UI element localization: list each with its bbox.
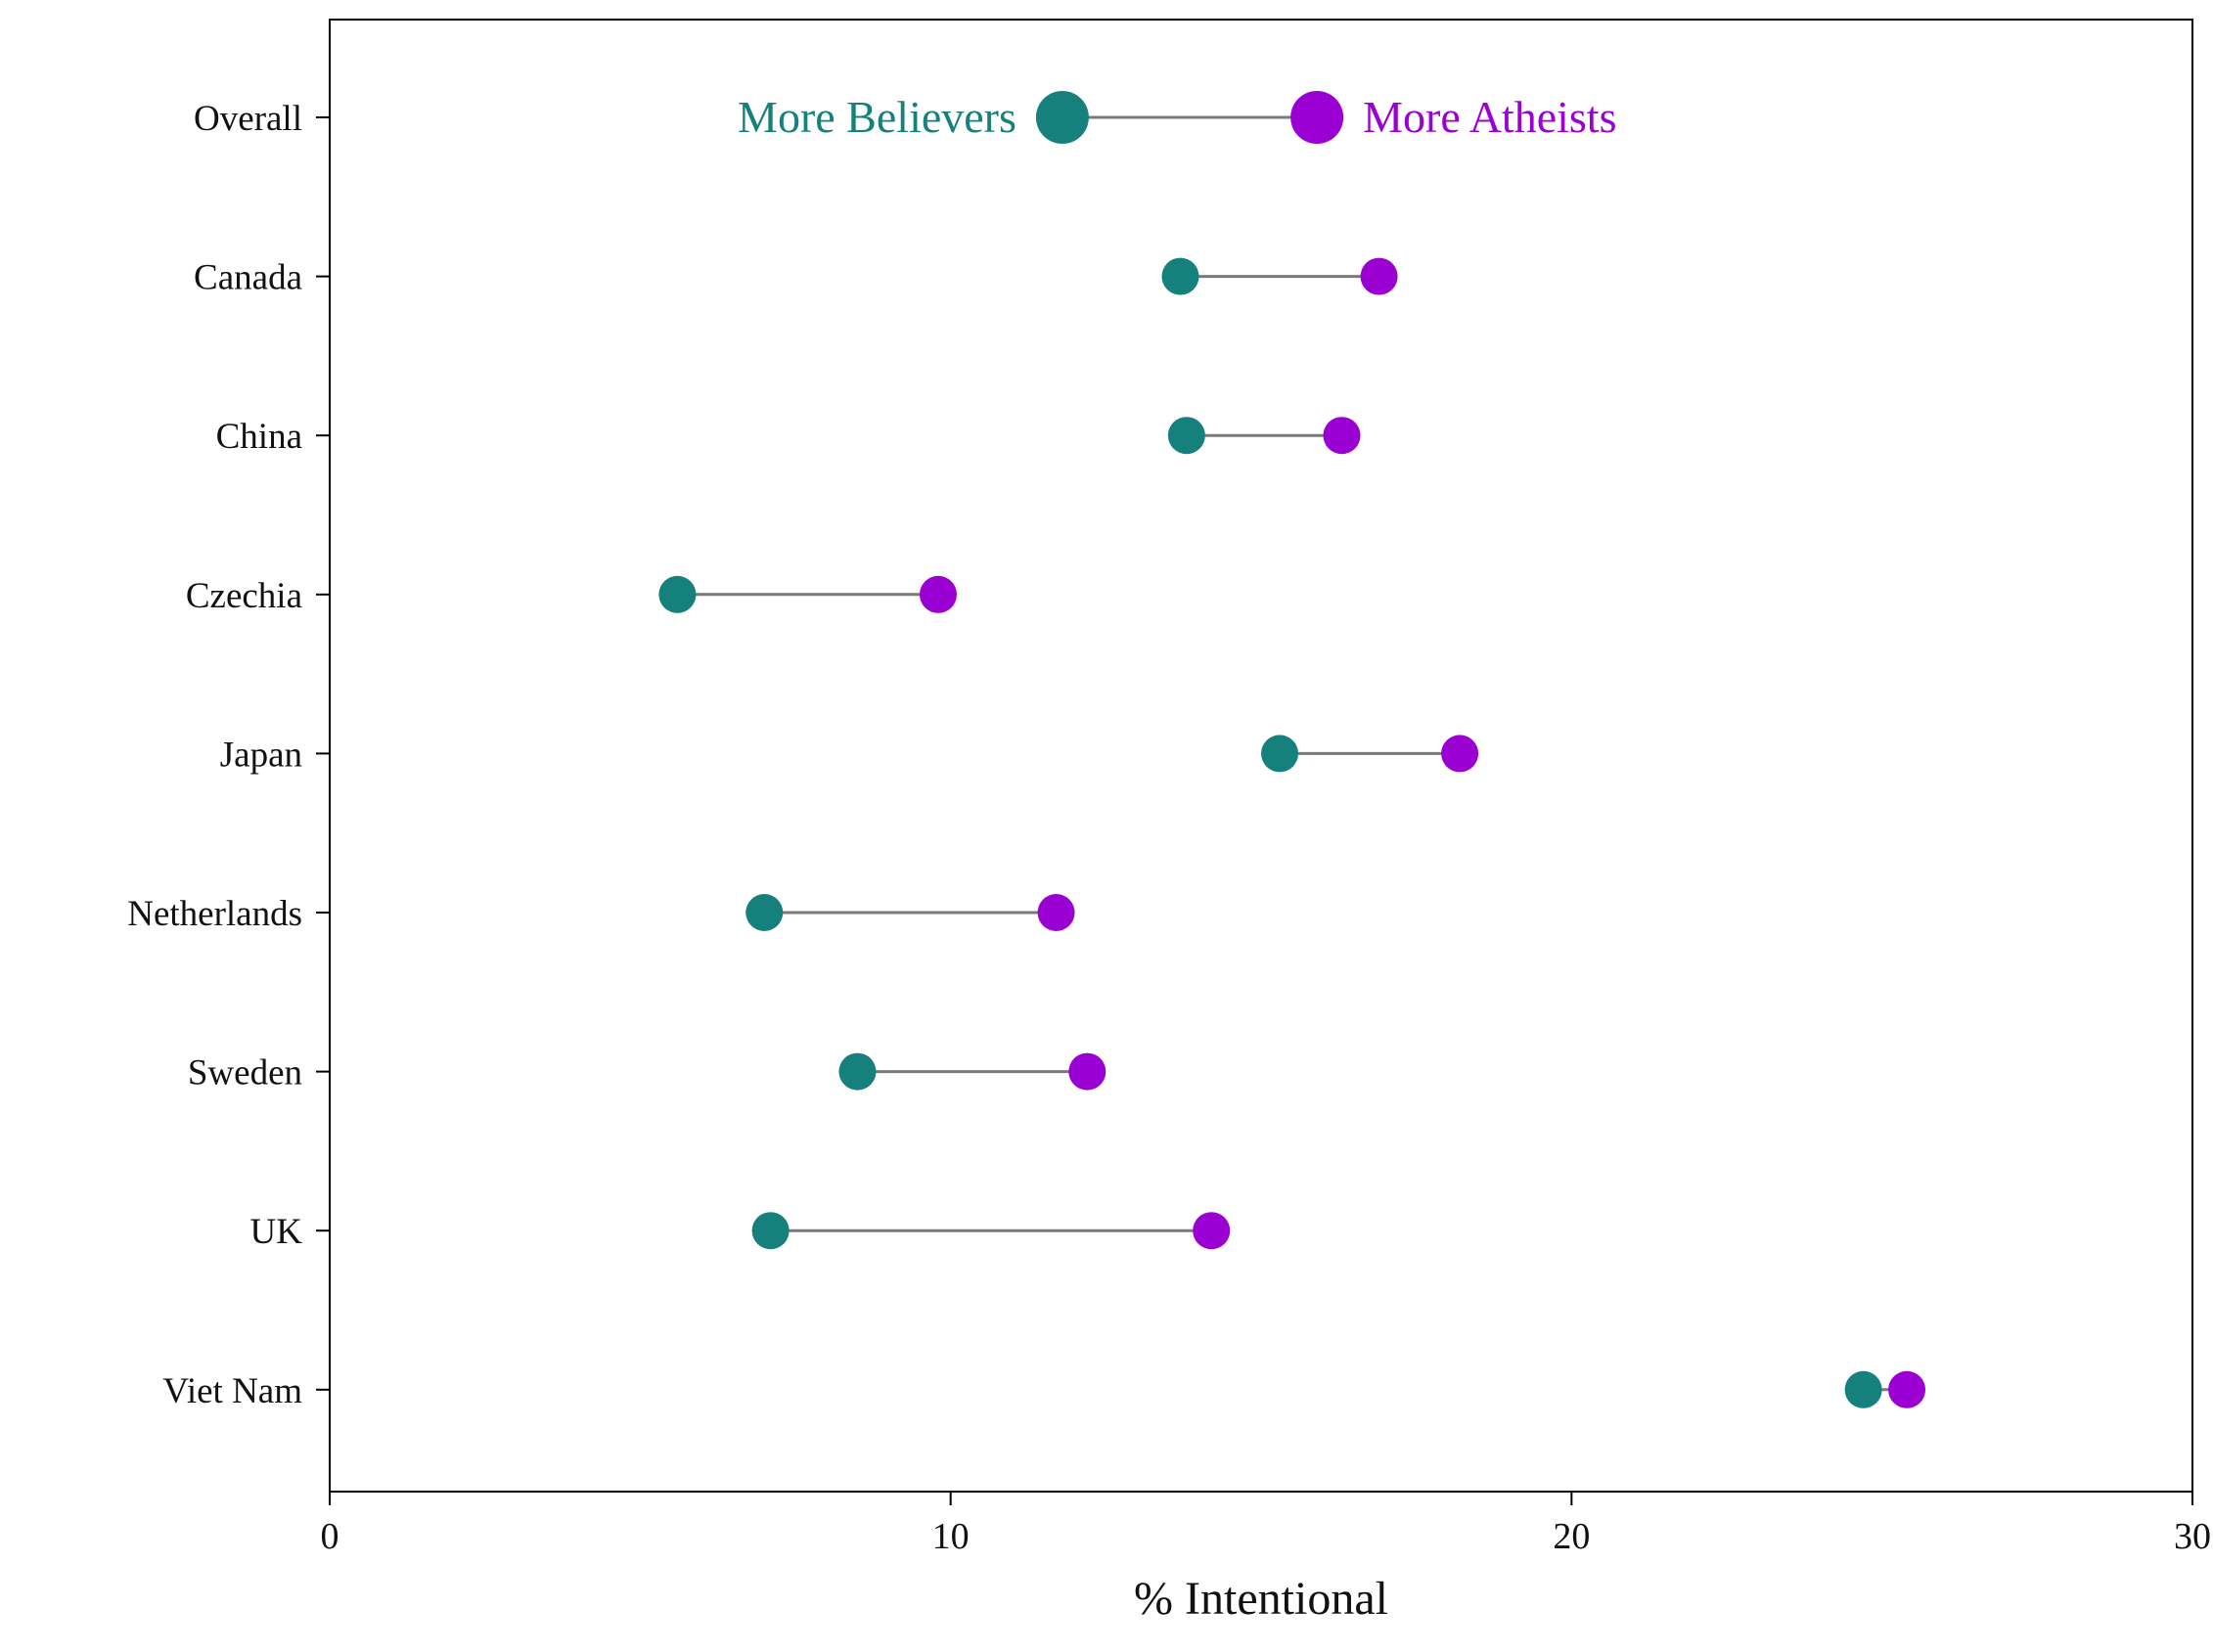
x-tick-label: 20 [1553, 1516, 1590, 1557]
atheists-dot [1888, 1370, 1926, 1408]
category-label: Canada [194, 258, 302, 298]
believers-dot [838, 1052, 877, 1091]
atheists-dot [919, 575, 957, 613]
believers-dot [1844, 1370, 1882, 1408]
category-label: Overall [194, 99, 302, 139]
legend-atheists-label: More Atheists [1363, 92, 1616, 142]
category-label: UK [250, 1212, 303, 1252]
atheists-dot [1037, 894, 1075, 931]
believers-dot [1261, 735, 1299, 773]
believers-dot [751, 1212, 790, 1250]
x-tick-label: 10 [932, 1516, 970, 1557]
believers-dot [1161, 257, 1199, 295]
plot-panel [329, 19, 2193, 1493]
believers-dot [1035, 91, 1089, 144]
category-label: Viet Nam [162, 1371, 302, 1411]
category-label: Japan [220, 735, 302, 775]
atheists-dot [1193, 1212, 1231, 1250]
believers-dot [658, 575, 697, 613]
category-label: Netherlands [127, 894, 302, 934]
category-label: China [216, 417, 302, 457]
x-tick-label: 30 [2174, 1516, 2211, 1557]
atheists-dot [1360, 257, 1398, 295]
x-tick-label: 0 [321, 1516, 339, 1557]
atheists-dot [1068, 1052, 1106, 1091]
x-axis-title: % Intentional [1134, 1573, 1388, 1625]
atheists-dot [1290, 91, 1344, 144]
category-label: Czechia [186, 576, 302, 616]
believers-dot [1167, 417, 1205, 455]
atheists-dot [1441, 735, 1479, 773]
believers-dot [745, 894, 784, 931]
legend-believers-label: More Believers [738, 92, 1016, 142]
category-label: Sweden [188, 1053, 302, 1094]
atheists-dot [1323, 417, 1361, 455]
